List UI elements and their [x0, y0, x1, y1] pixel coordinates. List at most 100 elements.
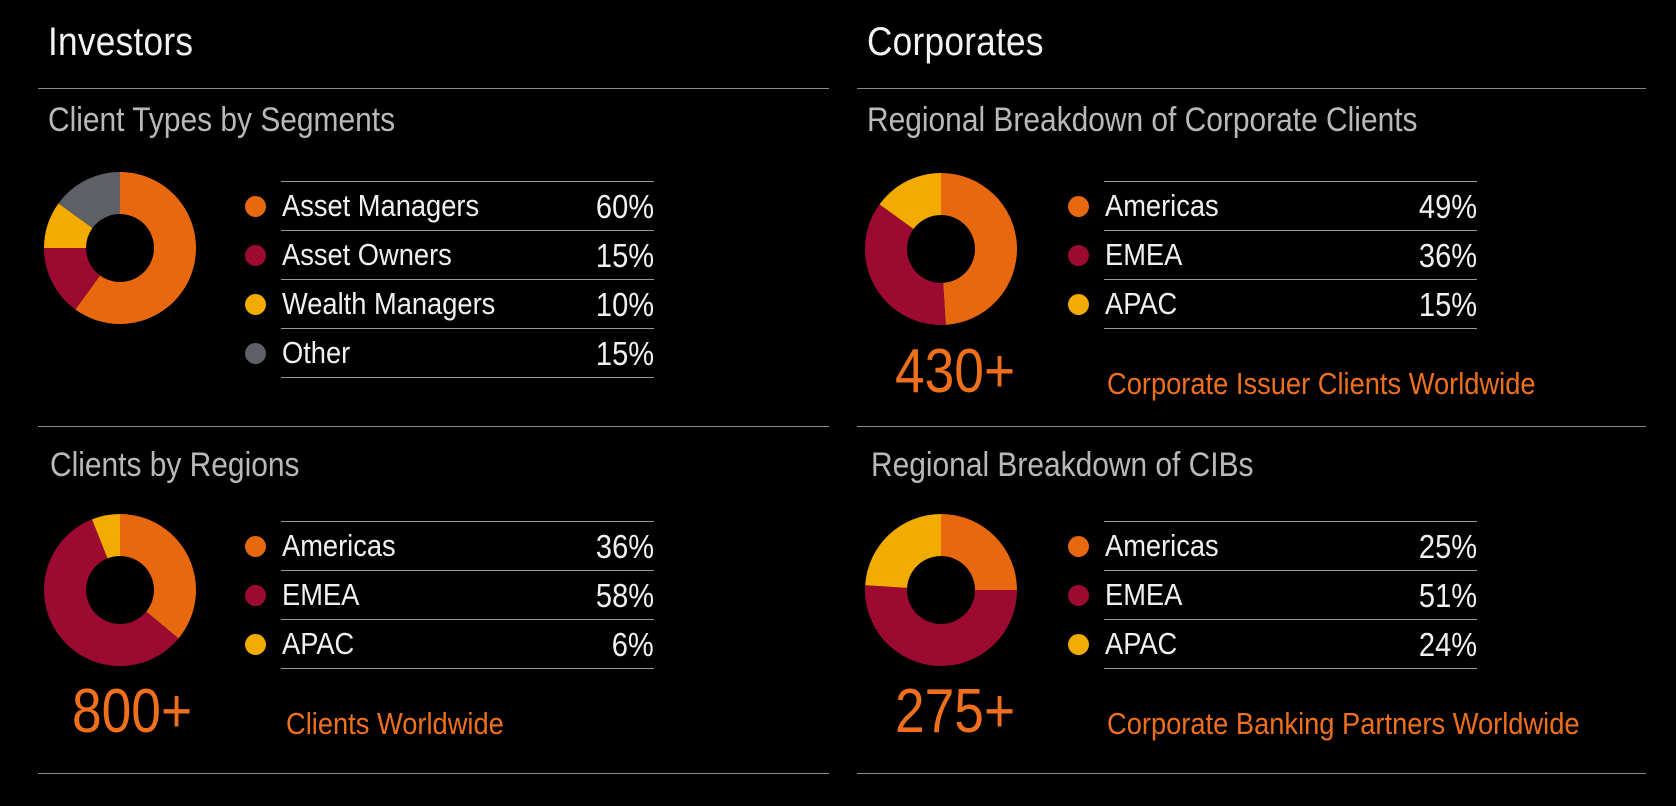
donut-slice-apac — [879, 173, 941, 230]
legend-value: 24% — [1418, 626, 1477, 663]
legend-item: APAC 24% — [1068, 619, 1477, 668]
legend-label: Americas — [1105, 188, 1219, 223]
legend-divider — [1104, 328, 1477, 329]
legend-value: 51% — [1418, 577, 1477, 614]
legend-label: APAC — [282, 626, 355, 661]
donut-slice-emea — [43, 519, 179, 666]
clients-caption: Clients Worldwide — [286, 706, 504, 741]
column-title: Investors — [48, 20, 194, 64]
legend-item: Americas 25% — [1068, 521, 1477, 570]
divider — [857, 88, 1646, 89]
legend-value: 15% — [595, 237, 654, 274]
donut-slice-emea — [865, 585, 1017, 667]
legend-divider — [1104, 181, 1477, 182]
legend-divider — [1104, 619, 1477, 620]
legend-divider — [281, 377, 654, 378]
legend-divider — [281, 328, 654, 329]
donut-slice-americas — [120, 514, 196, 639]
regions-donut-chart — [43, 514, 196, 666]
legend-item: EMEA 36% — [1068, 230, 1477, 279]
legend-item: EMEA 51% — [1068, 570, 1477, 619]
legend-divider — [1104, 521, 1477, 522]
legend-item: Asset Owners 15% — [245, 230, 654, 279]
legend-item: EMEA 58% — [245, 570, 654, 619]
legend-value: 36% — [1418, 237, 1477, 274]
legend-divider — [281, 668, 654, 669]
column-title: Corporates — [867, 20, 1044, 64]
legend-divider — [281, 181, 654, 182]
panel-title: Clients by Regions — [50, 446, 300, 484]
legend-dot-icon — [1068, 196, 1089, 217]
donut-slice-asset-owners — [44, 248, 101, 310]
corporate-clients-caption: Corporate Issuer Clients Worldwide — [1107, 366, 1536, 401]
legend-dot-icon — [1068, 245, 1089, 266]
donut-slice-other — [58, 172, 120, 229]
legend-dot-icon — [1068, 294, 1089, 315]
cibs-panel: Regional Breakdown of CIBs Americas 25% EM… — [857, 426, 1646, 773]
legend-dot-icon — [1068, 536, 1089, 557]
legend-label: Asset Managers — [282, 188, 480, 223]
legend-divider — [1104, 668, 1477, 669]
legend-dot-icon — [245, 196, 266, 217]
legend-label: APAC — [1105, 626, 1178, 661]
legend-value: 6% — [612, 626, 654, 663]
donut-slice-apac — [92, 514, 120, 559]
donut-slice-americas — [941, 173, 1018, 325]
legend-dot-icon — [245, 245, 266, 266]
legend-value: 36% — [595, 528, 654, 565]
divider — [38, 426, 829, 427]
corporate-clients-count: 430+ — [895, 337, 1016, 406]
legend-label: Americas — [1105, 528, 1219, 563]
legend-item: APAC 6% — [245, 619, 654, 668]
legend-divider — [1104, 279, 1477, 280]
legend-value: 25% — [1418, 528, 1477, 565]
clients-count: 800+ — [72, 677, 193, 746]
legend-divider — [1104, 570, 1477, 571]
legend-item: APAC 15% — [1068, 279, 1477, 328]
panel-title: Regional Breakdown of Corporate Clients — [867, 101, 1418, 139]
legend-item: Americas 36% — [245, 521, 654, 570]
legend-label: Asset Owners — [282, 237, 452, 272]
donut-slice-asset-managers — [75, 172, 197, 324]
legend-divider — [1104, 230, 1477, 231]
legend-label: EMEA — [1105, 577, 1183, 612]
legend-label: Americas — [282, 528, 396, 563]
legend-divider — [281, 279, 654, 280]
legend-dot-icon — [245, 294, 266, 315]
legend-dot-icon — [245, 536, 266, 557]
legend-value: 10% — [595, 286, 654, 323]
legend-value: 15% — [1418, 286, 1477, 323]
donut-slice-americas — [941, 514, 1017, 590]
panel-title: Client Types by Segments — [48, 101, 396, 139]
legend-value: 58% — [595, 577, 654, 614]
legend-value: 60% — [595, 188, 654, 225]
segments-donut-chart — [44, 172, 197, 324]
legend-dot-icon — [245, 585, 266, 606]
corporate-clients-panel: Regional Breakdown of Corporate Clients … — [857, 88, 1646, 426]
donut-slice-wealth-managers — [44, 203, 93, 248]
segments-panel: Client Types by Segments Asset Managers 6… — [38, 88, 829, 426]
legend-value: 15% — [595, 335, 654, 372]
divider — [38, 773, 829, 774]
legend-item: Asset Managers 60% — [245, 181, 654, 230]
corporate-clients-donut-chart — [865, 173, 1018, 325]
divider — [38, 88, 829, 89]
legend-dot-icon — [245, 343, 266, 364]
legend-label: Other — [282, 335, 351, 370]
legend-divider — [281, 230, 654, 231]
divider — [857, 773, 1646, 774]
regions-panel: Clients by Regions Americas 36% EMEA 58% APA… — [38, 426, 829, 773]
legend-item: Other 15% — [245, 328, 654, 377]
legend-divider — [281, 521, 654, 522]
legend-dot-icon — [245, 634, 266, 655]
donut-slice-apac — [865, 514, 941, 588]
legend-dot-icon — [1068, 585, 1089, 606]
legend-label: Wealth Managers — [282, 286, 496, 321]
donut-slice-emea — [865, 204, 946, 325]
legend-divider — [281, 619, 654, 620]
panel-title: Regional Breakdown of CIBs — [871, 446, 1254, 484]
cibs-count: 275+ — [895, 677, 1016, 746]
legend-divider — [281, 570, 654, 571]
legend-label: EMEA — [282, 577, 360, 612]
legend-label: APAC — [1105, 286, 1178, 321]
